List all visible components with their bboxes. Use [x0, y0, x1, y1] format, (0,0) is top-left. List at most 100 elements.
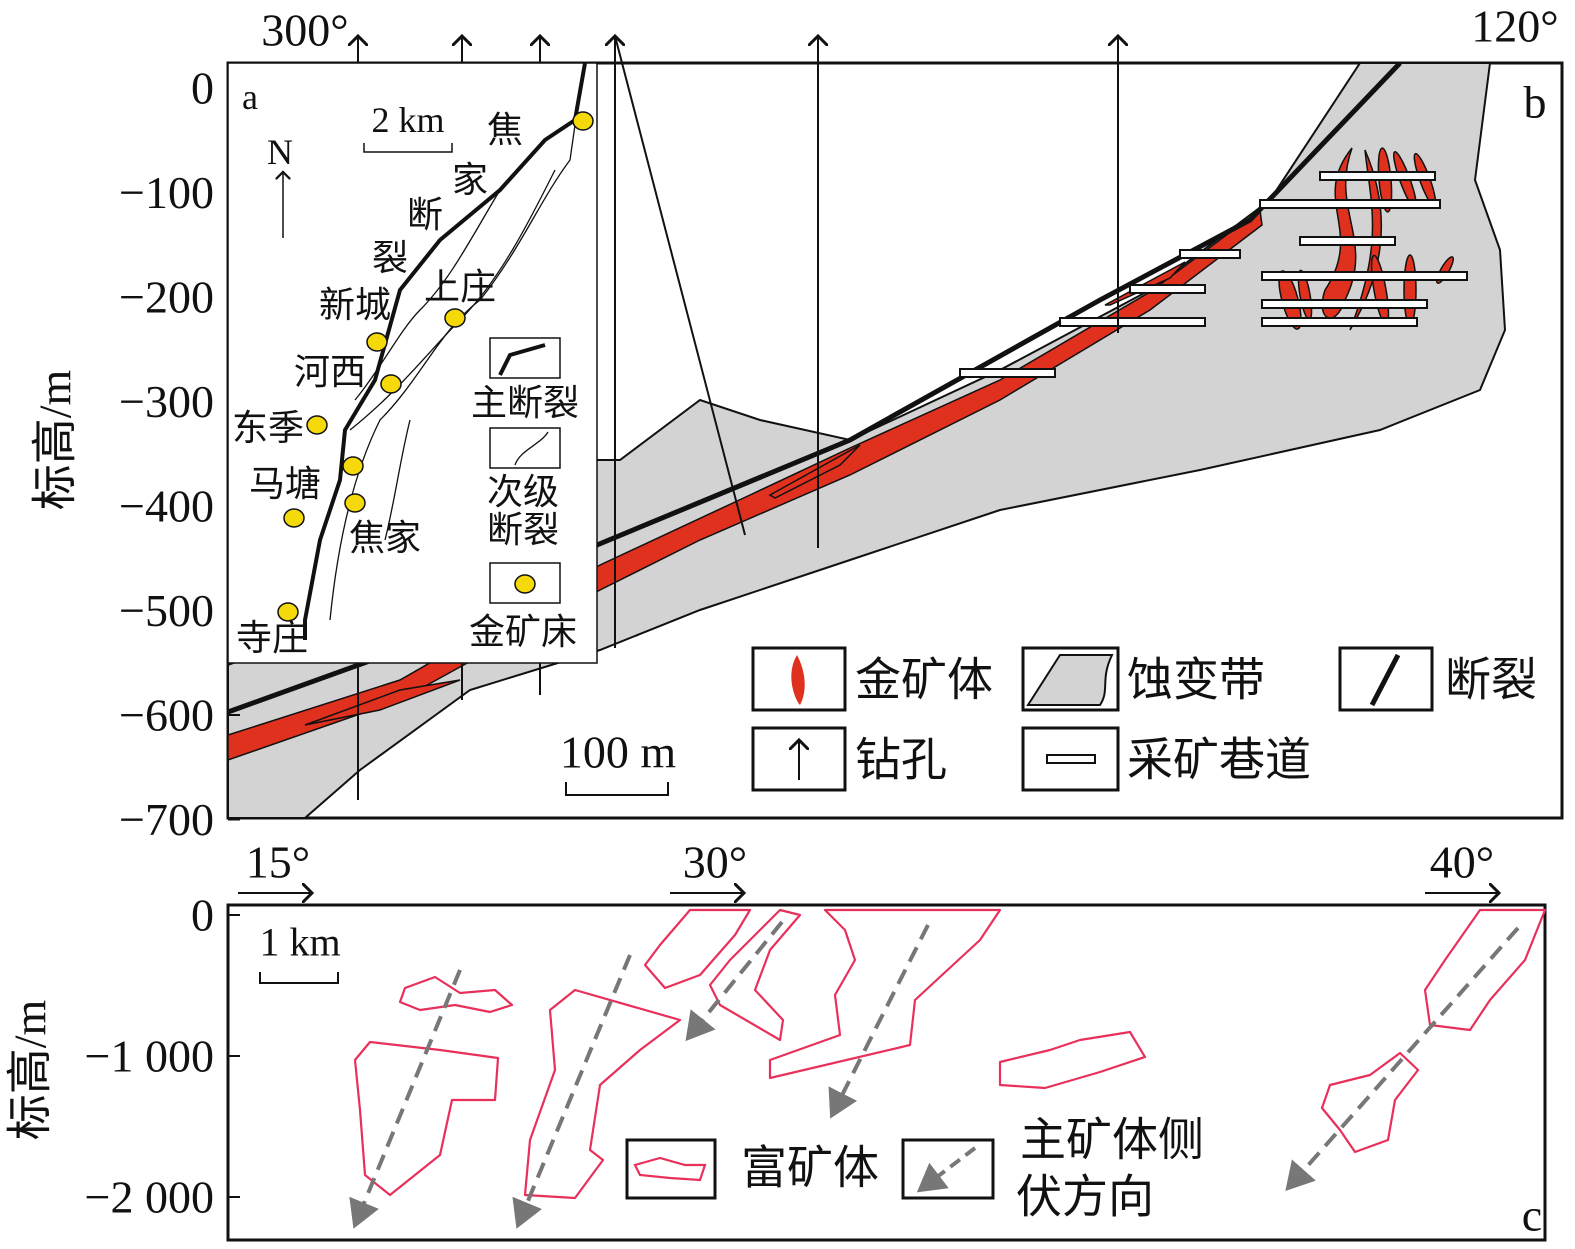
y-tick-label: −600: [119, 690, 214, 741]
y-tick-label: 0: [191, 63, 214, 114]
y-tick-label: −100: [119, 167, 214, 218]
legend-swatch: [633, 1156, 707, 1182]
y-tick-label: −300: [119, 376, 214, 427]
rich-ore: [998, 1030, 1147, 1090]
drill-hole: [614, 35, 746, 536]
deposit: [444, 308, 466, 328]
rich-ore: [353, 1040, 500, 1197]
direction-label: 300°: [261, 5, 348, 56]
legend-label: 次级: [487, 472, 559, 512]
direction-label: 120°: [1471, 1, 1558, 52]
legend: 金矿体 蚀变带 断裂 钻孔 采矿巷道: [751, 646, 1537, 792]
panel-label: c: [1522, 1190, 1542, 1241]
deposit: [277, 602, 299, 622]
axis-title: 标高/m: [5, 1000, 56, 1141]
fault-name: 裂: [372, 238, 408, 278]
tunnel: [1261, 299, 1428, 309]
fault-name: 家: [452, 160, 488, 200]
place-label: 上庄: [424, 267, 496, 307]
legend-label: 富矿体: [741, 1143, 879, 1194]
place-label: 寺庄: [236, 618, 308, 658]
ore-lens: [1104, 261, 1186, 306]
rich-ore: [768, 908, 1002, 1080]
rich-ore: [643, 908, 752, 990]
legend-label: 伏方向: [1016, 1172, 1154, 1223]
direction-label: 40°: [1430, 837, 1494, 888]
plunge-arrow: [828, 924, 930, 1119]
legend-label: 采矿巷道: [1127, 735, 1311, 786]
direction-label: 30°: [683, 837, 747, 888]
legend-swatch: [498, 343, 546, 376]
tunnel: [1259, 199, 1441, 209]
secondary-fault: [354, 189, 501, 401]
tunnel: [1319, 171, 1436, 181]
panel-c: 15° 30° 40° c 标高/m 1 km 0 −1 000 −2 000 富矿…: [5, 837, 1547, 1242]
legend-swatch: [791, 655, 805, 705]
tunnels: [959, 171, 1468, 378]
place-label: 东季: [232, 408, 304, 448]
y-ticks: 0 −100 −200 −300 −400 −500 −600 −700: [119, 63, 240, 845]
deposit: [572, 111, 594, 131]
rich-ore: [523, 988, 682, 1200]
deposit: [283, 508, 305, 528]
tunnel: [959, 368, 1056, 378]
direction-label: 15°: [246, 837, 310, 888]
tunnel: [1261, 317, 1418, 327]
deposit: [344, 493, 366, 513]
inset-a: a N 2 km 焦 家 断 裂 上庄 新城 河西 东季 马塘 焦家 寺庄 主断…: [227, 62, 598, 664]
legend-label: 金矿体: [855, 655, 993, 706]
ore-lens: [768, 444, 861, 499]
tunnel: [1179, 249, 1241, 259]
ore-lens: [1349, 149, 1383, 331]
legend-box: [489, 427, 561, 469]
place-label: 马塘: [249, 464, 321, 504]
plunge-arrow: [1285, 926, 1520, 1191]
scale-bar: [565, 782, 669, 796]
fault-name: 断: [407, 195, 443, 235]
panel-label: a: [242, 77, 258, 117]
legend-box: [625, 1138, 717, 1200]
tunnel: [1129, 284, 1206, 294]
deposit: [380, 374, 402, 394]
y-tick-label: −500: [119, 585, 214, 636]
y-tick-label: −200: [119, 272, 214, 323]
scale-bar: [363, 143, 453, 153]
y-tick-label: 0: [191, 890, 214, 941]
legend-swatch: [1046, 754, 1096, 764]
rich-ore: [398, 975, 514, 1014]
y-tick-label: −1 000: [85, 1031, 214, 1082]
secondary-fault: [384, 419, 411, 541]
y-tick-label: −700: [119, 794, 214, 845]
fault-name: 焦: [487, 110, 523, 150]
y-tick-label: −2 000: [85, 1172, 214, 1223]
rich-ore: [1423, 908, 1547, 1032]
legend-label: 主矿体侧: [1020, 1115, 1204, 1166]
place-label: 河西: [294, 352, 366, 392]
rich-ore-bodies: [353, 908, 1547, 1200]
legend-swatch: [1369, 653, 1401, 707]
scale-bar: [259, 972, 339, 984]
axis-title: 标高/m: [30, 370, 81, 511]
legend-label: 断裂: [1445, 655, 1537, 706]
deposits: [277, 111, 594, 622]
tunnel: [1261, 271, 1468, 281]
ore-lens: [1403, 254, 1417, 326]
frame: [226, 903, 1547, 1242]
main-fault: [303, 62, 587, 640]
legend-label: 金矿床: [469, 612, 577, 652]
tunnel: [1299, 236, 1396, 246]
y-tick-label: −400: [119, 481, 214, 532]
deposit: [342, 456, 364, 476]
rich-ore: [708, 908, 802, 1042]
legend-swatch: [514, 431, 549, 466]
legend-label: 蚀变带: [1127, 655, 1265, 706]
scale-label: 2 km: [371, 100, 444, 140]
legend-swatch: [514, 574, 536, 594]
legend-swatch: [1026, 654, 1114, 706]
legend-label: 主断裂: [471, 383, 579, 423]
legend-swatch: [916, 1146, 977, 1193]
plunge-arrow: [349, 969, 462, 1229]
legend-label: 断裂: [487, 510, 559, 550]
deposit: [366, 332, 388, 352]
